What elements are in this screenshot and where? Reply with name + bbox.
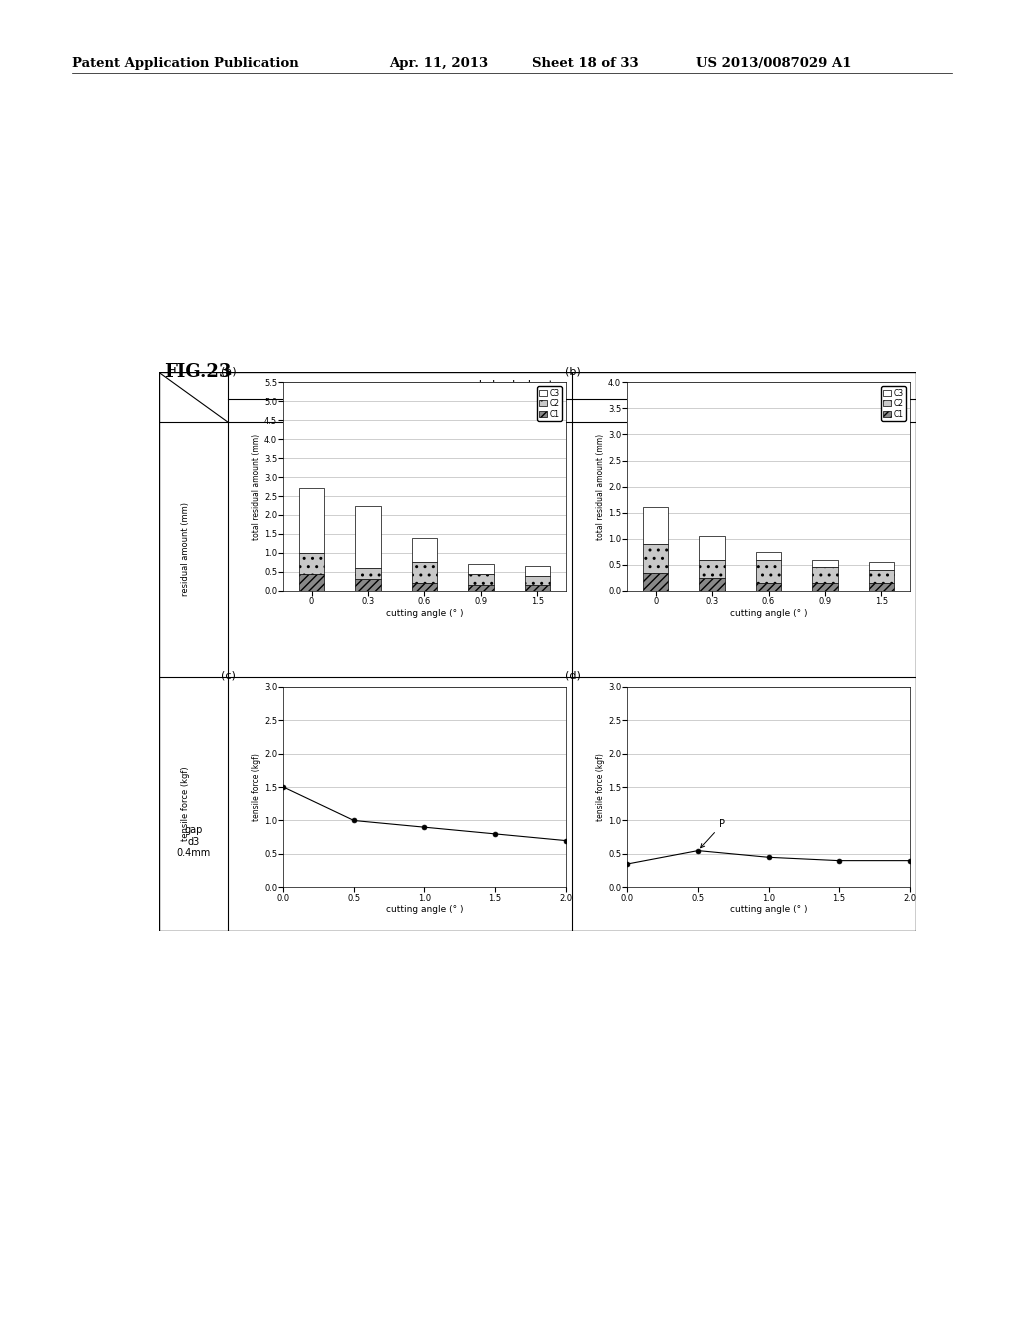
Bar: [524, 585, 550, 591]
Text: forward: forward: [723, 405, 766, 416]
Bar: [299, 574, 325, 591]
Bar: [868, 583, 894, 591]
Bar: [699, 536, 725, 560]
Bar: [643, 507, 669, 544]
Bar: [524, 566, 550, 576]
Bar: [299, 488, 325, 553]
Bar: [412, 562, 437, 583]
Text: P: P: [700, 820, 725, 847]
Text: Patent Application Publication: Patent Application Publication: [72, 57, 298, 70]
Bar: [299, 553, 325, 574]
Bar: [699, 578, 725, 591]
Bar: [412, 583, 437, 591]
Bar: [868, 562, 894, 570]
Bar: [756, 583, 781, 591]
Legend: C3, C2, C1: C3, C2, C1: [537, 387, 562, 421]
X-axis label: cutting angle (° ): cutting angle (° ): [386, 906, 463, 915]
Bar: [699, 560, 725, 578]
Bar: [643, 573, 669, 591]
Bar: [524, 576, 550, 585]
Bar: [412, 537, 437, 562]
Bar: [355, 506, 381, 568]
Bar: [756, 560, 781, 583]
Text: gap
d3
0.4mm: gap d3 0.4mm: [176, 825, 211, 858]
Bar: [468, 574, 494, 585]
Bar: [868, 570, 894, 583]
Text: (d): (d): [565, 671, 582, 681]
Text: (c): (c): [221, 671, 237, 681]
Bar: [812, 583, 838, 591]
Text: only back sheet: only back sheet: [465, 380, 553, 391]
Text: backward: backward: [374, 405, 427, 416]
Bar: [468, 564, 494, 574]
Text: Apr. 11, 2013: Apr. 11, 2013: [389, 57, 488, 70]
Text: (b): (b): [565, 366, 582, 376]
Bar: [756, 552, 781, 560]
Text: (a): (a): [221, 366, 237, 376]
Bar: [812, 560, 838, 568]
Text: residual amount (mm): residual amount (mm): [180, 503, 189, 597]
Text: US 2013/0087029 A1: US 2013/0087029 A1: [696, 57, 852, 70]
X-axis label: cutting angle (° ): cutting angle (° ): [386, 609, 463, 618]
X-axis label: cutting angle (° ): cutting angle (° ): [730, 906, 807, 915]
Text: tensile force (kgf): tensile force (kgf): [180, 766, 189, 841]
Legend: C3, C2, C1: C3, C2, C1: [881, 387, 906, 421]
Bar: [355, 568, 381, 579]
Y-axis label: tensile force (kgf): tensile force (kgf): [252, 754, 261, 821]
Text: FIG.23: FIG.23: [164, 363, 231, 381]
Y-axis label: total residual amount (mm): total residual amount (mm): [596, 433, 605, 540]
X-axis label: cutting angle (° ): cutting angle (° ): [730, 609, 807, 618]
Y-axis label: tensile force (kgf): tensile force (kgf): [596, 754, 605, 821]
Text: Sheet 18 of 33: Sheet 18 of 33: [532, 57, 639, 70]
Bar: [643, 544, 669, 573]
Bar: [355, 579, 381, 591]
Bar: [812, 568, 838, 583]
Y-axis label: total residual amount (mm): total residual amount (mm): [252, 433, 261, 540]
Bar: [468, 585, 494, 591]
